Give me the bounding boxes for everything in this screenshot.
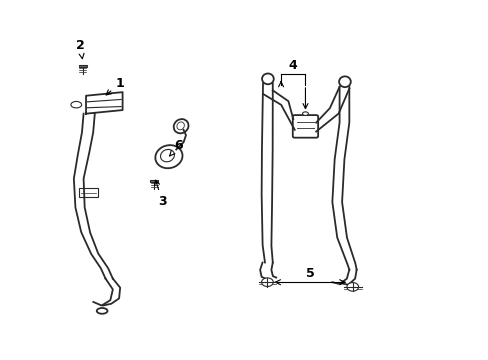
Ellipse shape [262, 73, 273, 84]
Text: 6: 6 [169, 139, 183, 156]
Ellipse shape [177, 122, 184, 130]
Text: 4: 4 [288, 59, 297, 72]
FancyBboxPatch shape [150, 180, 158, 182]
Ellipse shape [173, 119, 188, 133]
FancyBboxPatch shape [79, 188, 98, 197]
Text: 3: 3 [154, 180, 166, 208]
Ellipse shape [97, 308, 107, 314]
Ellipse shape [155, 145, 182, 168]
FancyBboxPatch shape [79, 65, 86, 67]
Ellipse shape [71, 102, 81, 108]
Circle shape [261, 278, 273, 287]
Text: 2: 2 [76, 39, 84, 59]
FancyBboxPatch shape [292, 115, 318, 138]
Text: 5: 5 [305, 267, 314, 280]
Ellipse shape [302, 112, 308, 116]
Text: 1: 1 [106, 77, 124, 95]
Circle shape [346, 283, 358, 291]
Ellipse shape [160, 149, 174, 162]
Ellipse shape [338, 76, 350, 87]
